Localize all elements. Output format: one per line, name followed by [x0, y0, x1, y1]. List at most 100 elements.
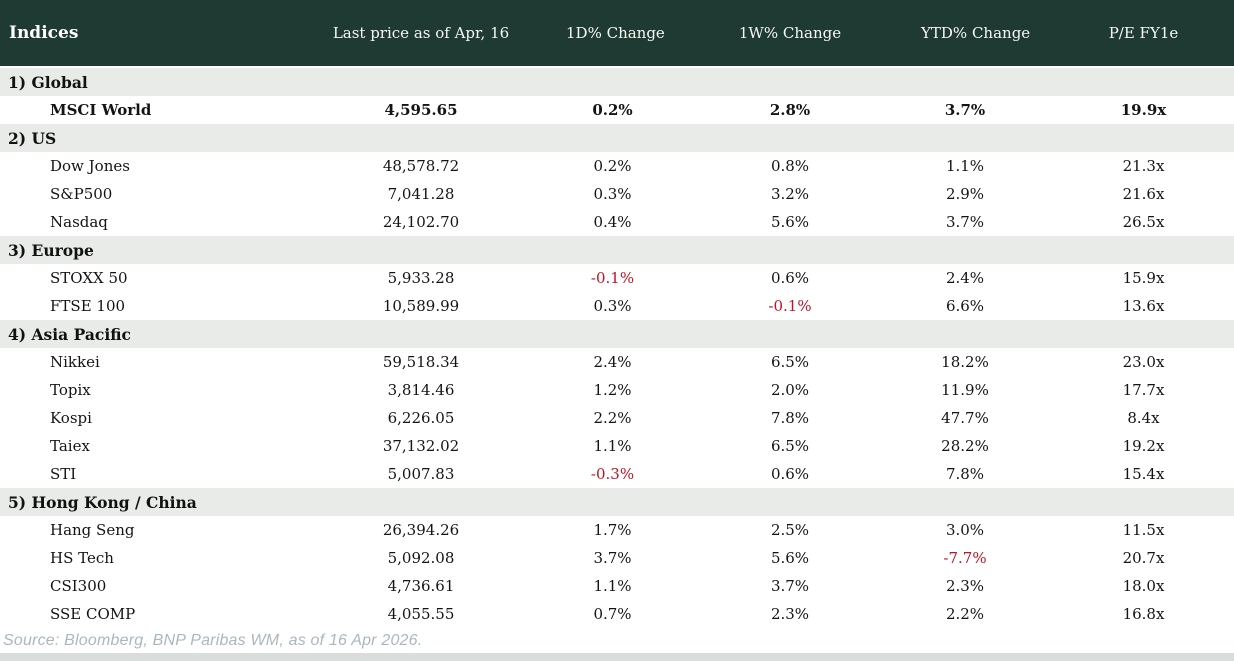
indices-table: Indices Last price as of Apr, 16 1D% Cha…: [0, 0, 1234, 628]
pe-value: 23.0x: [1010, 348, 1234, 376]
ytd-change-value: 2.3%: [920, 572, 1010, 600]
1w-change-value: 2.8%: [660, 96, 920, 124]
last-price-value: 3,814.46: [250, 376, 565, 404]
table-row: Kospi 6,226.05 2.2% 7.8% 47.7% 8.4x: [0, 404, 1234, 432]
last-price-value: 5,933.28: [250, 264, 565, 292]
ytd-change-value: 3.7%: [920, 96, 1010, 124]
column-header-last-price: Last price as of Apr, 16: [250, 0, 565, 68]
bottom-divider-bar: [0, 653, 1234, 661]
pe-value: 21.6x: [1010, 180, 1234, 208]
index-name: Nikkei: [0, 348, 250, 376]
ytd-change-value: 3.7%: [920, 208, 1010, 236]
last-price-value: 4,055.55: [250, 600, 565, 628]
last-price-value: 24,102.70: [250, 208, 565, 236]
table-row: MSCI World 4,595.65 0.2% 2.8% 3.7% 19.9x: [0, 96, 1234, 124]
1d-change-value: 2.2%: [565, 404, 660, 432]
1w-change-value: 6.5%: [660, 432, 920, 460]
source-note: Source: Bloomberg, BNP Paribas WM, as of…: [3, 632, 423, 649]
1w-change-value: 2.5%: [660, 516, 920, 544]
1d-change-value: 0.3%: [565, 292, 660, 320]
table-row: Hang Seng 26,394.26 1.7% 2.5% 3.0% 11.5x: [0, 516, 1234, 544]
last-price-value: 6,226.05: [250, 404, 565, 432]
last-price-value: 5,092.08: [250, 544, 565, 572]
pe-value: 19.9x: [1010, 96, 1234, 124]
ytd-change-value: 11.9%: [920, 376, 1010, 404]
1w-change-value: 0.6%: [660, 460, 920, 488]
index-name: FTSE 100: [0, 292, 250, 320]
last-price-value: 4,736.61: [250, 572, 565, 600]
ytd-change-value: 3.0%: [920, 516, 1010, 544]
last-price-value: 26,394.26: [250, 516, 565, 544]
pe-value: 8.4x: [1010, 404, 1234, 432]
index-name: Topix: [0, 376, 250, 404]
1d-change-value: 0.2%: [565, 152, 660, 180]
last-price-value: 10,589.99: [250, 292, 565, 320]
1d-change-value: 1.7%: [565, 516, 660, 544]
table-row: S&P500 7,041.28 0.3% 3.2% 2.9% 21.6x: [0, 180, 1234, 208]
table-row: Nikkei 59,518.34 2.4% 6.5% 18.2% 23.0x: [0, 348, 1234, 376]
index-name: Dow Jones: [0, 152, 250, 180]
column-header-ytd-change: YTD% Change: [920, 0, 1030, 68]
1d-change-value: 0.2%: [565, 96, 660, 124]
1w-change-value: 3.7%: [660, 572, 920, 600]
section-label: 4) Asia Pacific: [0, 320, 1234, 348]
1d-change-value: 0.4%: [565, 208, 660, 236]
pe-value: 19.2x: [1010, 432, 1234, 460]
pe-value: 20.7x: [1010, 544, 1234, 572]
ytd-change-value: 2.4%: [920, 264, 1010, 292]
column-header-1w-change: 1W% Change: [660, 0, 920, 68]
1d-change-value: 0.3%: [565, 180, 660, 208]
last-price-value: 7,041.28: [250, 180, 565, 208]
1w-change-value: 5.6%: [660, 208, 920, 236]
1w-change-value: 6.5%: [660, 348, 920, 376]
section-label: 1) Global: [0, 67, 1234, 96]
column-header-indices: Indices: [0, 0, 250, 68]
last-price-value: 37,132.02: [250, 432, 565, 460]
section-row: 3) Europe: [0, 236, 1234, 264]
ytd-change-value: 2.2%: [920, 600, 1010, 628]
1d-change-value: 1.2%: [565, 376, 660, 404]
index-name: HS Tech: [0, 544, 250, 572]
section-label: 5) Hong Kong / China: [0, 488, 1234, 516]
index-name: Kospi: [0, 404, 250, 432]
ytd-change-value: 2.9%: [920, 180, 1010, 208]
index-name: STI: [0, 460, 250, 488]
table-row: FTSE 100 10,589.99 0.3% -0.1% 6.6% 13.6x: [0, 292, 1234, 320]
1d-change-value: 2.4%: [565, 348, 660, 376]
index-name: Hang Seng: [0, 516, 250, 544]
index-name: Taiex: [0, 432, 250, 460]
section-row: 4) Asia Pacific: [0, 320, 1234, 348]
1w-change-value: 7.8%: [660, 404, 920, 432]
table-row: SSE COMP 4,055.55 0.7% 2.3% 2.2% 16.8x: [0, 600, 1234, 628]
ytd-change-value: 6.6%: [920, 292, 1010, 320]
table-row: Dow Jones 48,578.72 0.2% 0.8% 1.1% 21.3x: [0, 152, 1234, 180]
1w-change-value: 5.6%: [660, 544, 920, 572]
last-price-value: 4,595.65: [250, 96, 565, 124]
index-name: Nasdaq: [0, 208, 250, 236]
pe-value: 21.3x: [1010, 152, 1234, 180]
column-header-pe: P/E FY1e: [1010, 0, 1234, 68]
last-price-value: 48,578.72: [250, 152, 565, 180]
pe-value: 17.7x: [1010, 376, 1234, 404]
1d-change-value: 0.7%: [565, 600, 660, 628]
table-row: Taiex 37,132.02 1.1% 6.5% 28.2% 19.2x: [0, 432, 1234, 460]
1w-change-value: 3.2%: [660, 180, 920, 208]
last-price-value: 5,007.83: [250, 460, 565, 488]
pe-value: 16.8x: [1010, 600, 1234, 628]
last-price-value: 59,518.34: [250, 348, 565, 376]
indices-table-body: 1) Global MSCI World 4,595.65 0.2% 2.8% …: [0, 67, 1234, 628]
1w-change-value: 0.8%: [660, 152, 920, 180]
1w-change-value: 2.0%: [660, 376, 920, 404]
1w-change-value: 2.3%: [660, 600, 920, 628]
index-name: SSE COMP: [0, 600, 250, 628]
1w-change-value: 0.6%: [660, 264, 920, 292]
index-name: CSI300: [0, 572, 250, 600]
table-row: STOXX 50 5,933.28 -0.1% 0.6% 2.4% 15.9x: [0, 264, 1234, 292]
pe-value: 26.5x: [1010, 208, 1234, 236]
pe-value: 11.5x: [1010, 516, 1234, 544]
section-row: 2) US: [0, 124, 1234, 152]
1d-change-value: 1.1%: [565, 432, 660, 460]
ytd-change-value: 7.8%: [920, 460, 1010, 488]
1d-change-value: -0.1%: [565, 264, 660, 292]
section-label: 3) Europe: [0, 236, 1234, 264]
